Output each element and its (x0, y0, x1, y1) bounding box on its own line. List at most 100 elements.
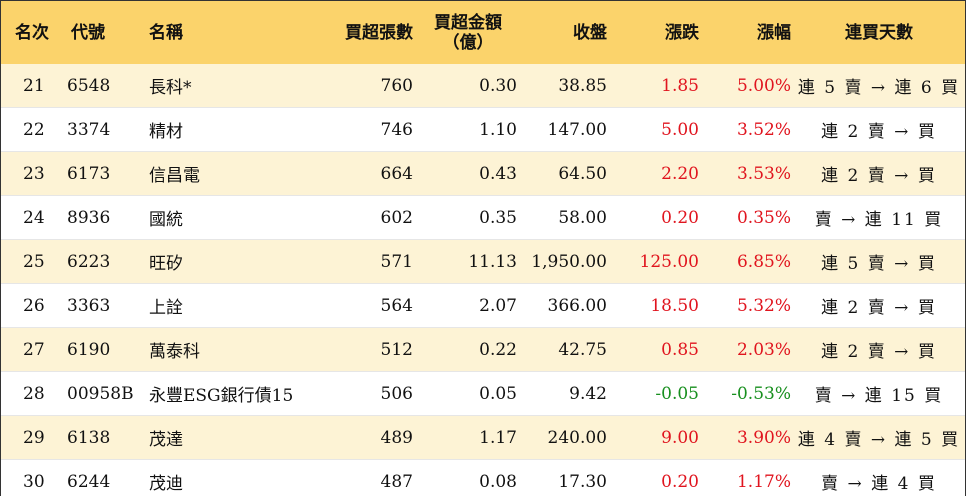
cell-pct: 5.00% (703, 64, 793, 108)
cell-close: 9.42 (523, 372, 613, 416)
cell-amount: 0.35 (419, 196, 523, 240)
cell-pct: 3.52% (703, 108, 793, 152)
cell-volume: 506 (315, 372, 419, 416)
cell-days: 連 2 賣 → 買 (793, 152, 965, 196)
cell-volume: 760 (315, 64, 419, 108)
cell-close: 147.00 (523, 108, 613, 152)
cell-amount: 1.17 (419, 416, 523, 460)
header-volume: 買超張數 (315, 1, 419, 64)
header-row: 名次 代號 名稱 買超張數 買超金額 （億） 收盤 漲跌 漲幅 連買天數 (1, 1, 965, 64)
cell-amount: 1.10 (419, 108, 523, 152)
cell-name: 國統 (145, 196, 315, 240)
cell-change: 0.20 (613, 460, 703, 503)
cell-rank: 23 (1, 152, 65, 196)
cell-volume: 571 (315, 240, 419, 284)
cell-close: 58.00 (523, 196, 613, 240)
cell-change: 1.85 (613, 64, 703, 108)
cell-pct: 3.53% (703, 152, 793, 196)
cell-amount: 0.05 (419, 372, 523, 416)
cell-close: 366.00 (523, 284, 613, 328)
cell-change: 18.50 (613, 284, 703, 328)
cell-rank: 22 (1, 108, 65, 152)
header-name: 名稱 (145, 1, 315, 64)
cell-rank: 26 (1, 284, 65, 328)
cell-close: 38.85 (523, 64, 613, 108)
cell-change: -0.05 (613, 372, 703, 416)
cell-close: 1,950.00 (523, 240, 613, 284)
cell-code: 6244 (65, 460, 145, 503)
cell-rank: 27 (1, 328, 65, 372)
cell-name: 旺矽 (145, 240, 315, 284)
cell-pct: 0.35% (703, 196, 793, 240)
cell-name: 上詮 (145, 284, 315, 328)
cell-pct: 6.85% (703, 240, 793, 284)
cell-amount: 0.30 (419, 64, 523, 108)
header-days: 連買天數 (793, 1, 965, 64)
header-pct: 漲幅 (703, 1, 793, 64)
cell-amount: 0.08 (419, 460, 523, 503)
cell-volume: 664 (315, 152, 419, 196)
cell-volume: 487 (315, 460, 419, 503)
cell-days: 賣 → 連 4 買 (793, 460, 965, 503)
cell-amount: 2.07 (419, 284, 523, 328)
cell-amount: 0.22 (419, 328, 523, 372)
cell-name: 精材 (145, 108, 315, 152)
cell-close: 42.75 (523, 328, 613, 372)
cell-amount: 11.13 (419, 240, 523, 284)
cell-days: 連 5 賣 → 連 6 買 (793, 64, 965, 108)
cell-close: 17.30 (523, 460, 613, 503)
cell-name: 永豐ESG銀行債15 (145, 372, 315, 416)
cell-change: 0.20 (613, 196, 703, 240)
header-amount-line1: 買超金額 (419, 13, 517, 33)
cell-days: 連 2 賣 → 買 (793, 284, 965, 328)
cell-code: 6138 (65, 416, 145, 460)
cell-code: 00958B (65, 372, 145, 416)
cell-name: 萬泰科 (145, 328, 315, 372)
cell-code: 6173 (65, 152, 145, 196)
cell-pct: 1.17% (703, 460, 793, 503)
cell-amount: 0.43 (419, 152, 523, 196)
cell-name: 茂達 (145, 416, 315, 460)
cell-change: 0.85 (613, 328, 703, 372)
cell-code: 8936 (65, 196, 145, 240)
cell-change: 125.00 (613, 240, 703, 284)
cell-rank: 28 (1, 372, 65, 416)
cell-name: 長科* (145, 64, 315, 108)
cell-rank: 30 (1, 460, 65, 503)
cell-name: 茂迪 (145, 460, 315, 503)
cell-volume: 489 (315, 416, 419, 460)
cell-code: 6548 (65, 64, 145, 108)
cell-change: 2.20 (613, 152, 703, 196)
header-amount-line2: （億） (419, 33, 517, 53)
cell-rank: 24 (1, 196, 65, 240)
header-rank: 名次 (1, 1, 65, 64)
cell-days: 賣 → 連 11 買 (793, 196, 965, 240)
cell-volume: 602 (315, 196, 419, 240)
header-close: 收盤 (523, 1, 613, 64)
cell-pct: 2.03% (703, 328, 793, 372)
cell-pct: 3.90% (703, 416, 793, 460)
cell-code: 3374 (65, 108, 145, 152)
cell-days: 連 2 賣 → 買 (793, 108, 965, 152)
header-change: 漲跌 (613, 1, 703, 64)
header-code: 代號 (65, 1, 145, 64)
cell-rank: 21 (1, 64, 65, 108)
cell-rank: 29 (1, 416, 65, 460)
cell-code: 6223 (65, 240, 145, 284)
cell-days: 連 5 賣 → 買 (793, 240, 965, 284)
cell-volume: 512 (315, 328, 419, 372)
cell-change: 5.00 (613, 108, 703, 152)
cell-volume: 746 (315, 108, 419, 152)
